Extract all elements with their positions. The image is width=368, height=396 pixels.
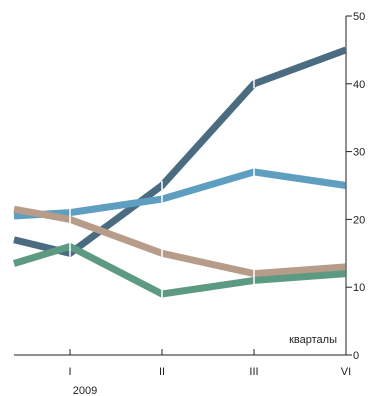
y-tick-label: 10: [353, 282, 365, 294]
y-tick-label: 20: [353, 214, 365, 226]
x-tick-label: I: [68, 366, 71, 378]
x-tick-label: III: [249, 366, 258, 378]
series-line-1: [13, 46, 348, 258]
series-layer: [12, 45, 348, 299]
x-unit-label: кварталы: [289, 334, 337, 346]
y-tick-label: 50: [353, 11, 365, 23]
y-axis-ticks: 0 10 20 30 40 50: [346, 11, 365, 362]
x-tick-label: II: [159, 366, 165, 378]
x-tick-label: VI: [341, 366, 351, 378]
y-tick-label: 30: [353, 147, 365, 159]
series-line-3: [13, 205, 347, 278]
x-axis-ticks: I II III VI: [68, 349, 351, 378]
year-label: 2009: [73, 385, 97, 396]
series-line-2: [13, 168, 347, 220]
y-tick-label: 0: [353, 350, 359, 362]
y-tick-label: 40: [353, 79, 365, 91]
